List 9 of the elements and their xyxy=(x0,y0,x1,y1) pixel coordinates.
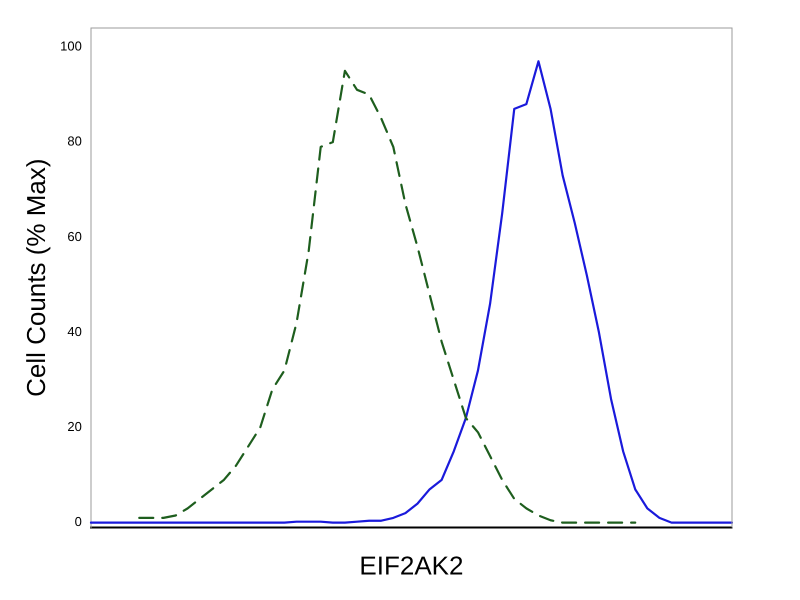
y-tick-label: 0 xyxy=(74,514,82,530)
y-tick-label: 20 xyxy=(67,419,82,434)
y-tick-label: 100 xyxy=(60,38,82,54)
y-tick-label: 60 xyxy=(67,228,82,244)
x-axis-title: EIF2AK2 xyxy=(359,550,464,581)
y-tick-label: 40 xyxy=(67,324,82,339)
y-axis-title: Cell Counts (% Max) xyxy=(20,158,51,397)
y-tick-label: 80 xyxy=(67,134,82,149)
line-series xyxy=(138,70,636,524)
